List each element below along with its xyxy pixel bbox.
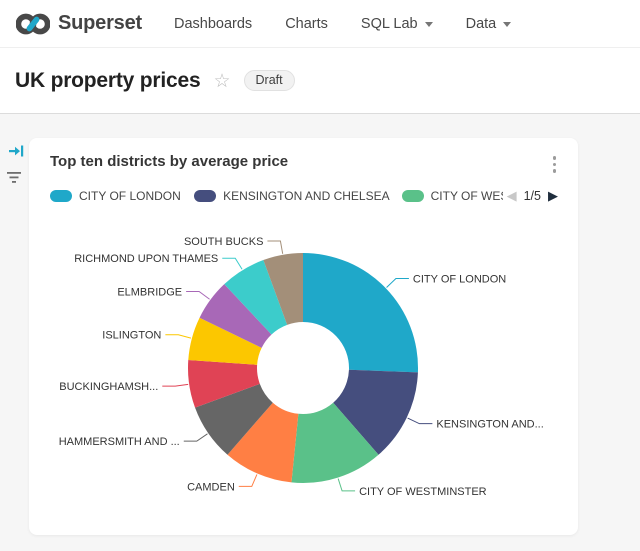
legend-prev-icon[interactable]: ◀ — [506, 188, 517, 203]
label-line-hammersmith-and — [183, 433, 208, 442]
chart-title: Top ten districts by average price — [50, 153, 289, 170]
label-line-south-bucks — [267, 240, 284, 254]
slice-label-buckinghamsh: BUCKINGHAMSH... — [59, 381, 158, 393]
label-line-camden — [238, 474, 258, 487]
favorite-star-icon[interactable]: ☆ — [213, 70, 231, 92]
legend-item-city-of-westminster[interactable]: CITY OF WES — [401, 189, 503, 203]
donut-slice-islington[interactable] — [188, 317, 262, 365]
donut-slice-city-of-westminster[interactable] — [291, 402, 379, 483]
donut-slice-richmond-upon-thames[interactable] — [224, 260, 288, 335]
label-line-city-of-london — [386, 278, 409, 288]
dashboard-title: UK property prices — [15, 68, 201, 92]
legend-item-city-of-london[interactable]: CITY OF LONDON — [50, 189, 181, 203]
label-line-city-of-westminster — [337, 478, 356, 492]
legend-swatch — [194, 189, 217, 202]
chart-card-header: Top ten districts by average price — [29, 138, 578, 176]
expand-filter-bar-icon[interactable] — [8, 144, 24, 158]
donut-chart: CITY OF LONDON KENSINGTON AND... CITY OF W… — [59, 236, 544, 498]
donut-slice-city-of-london[interactable] — [303, 253, 419, 373]
dashboard-title-bar: UK property prices ☆ Draft — [0, 48, 640, 114]
label-line-richmond-upon-thames — [222, 257, 243, 270]
label-line-buckinghamsh — [162, 383, 189, 387]
slice-label-city-of-london: CITY OF LONDON — [413, 274, 506, 286]
label-line-elmbridge — [186, 291, 210, 300]
legend-page-indicator: 1/5 — [523, 188, 541, 203]
main-nav: Dashboards Charts SQL Lab Data — [174, 15, 512, 32]
top-nav: Superset Dashboards Charts SQL Lab Data — [0, 0, 640, 48]
donut-slice-hammersmith-and[interactable] — [195, 383, 273, 455]
nav-sql-lab[interactable]: SQL Lab — [361, 16, 433, 32]
donut-slice-kensington-and[interactable] — [333, 369, 418, 455]
slice-label-elmbridge: ELMBRIDGE — [117, 287, 182, 299]
donut-slice-elmbridge[interactable] — [199, 284, 272, 348]
slice-label-kensington-and: KENSINGTON AND... — [436, 419, 543, 431]
superset-logo[interactable]: Superset — [16, 10, 142, 38]
chevron-down-icon — [424, 22, 433, 27]
superset-infinity-icon — [16, 13, 50, 34]
chart-card: Top ten districts by average price CITY … — [29, 138, 578, 535]
slice-label-islington: ISLINGTON — [102, 330, 161, 342]
slice-label-camden: CAMDEN — [187, 481, 235, 493]
slice-label-city-of-westminster: CITY OF WESTMINSTER — [359, 486, 487, 498]
donut-slice-south-bucks[interactable] — [263, 253, 303, 325]
nav-charts[interactable]: Charts — [285, 15, 328, 32]
legend-pager: ◀ 1/5 ▶ — [507, 189, 558, 203]
label-line-kensington-and — [407, 417, 433, 425]
slice-label-hammersmith-and: HAMMERSMITH AND ... — [59, 436, 180, 448]
legend-swatch — [401, 189, 424, 202]
filter-funnel-icon[interactable] — [6, 171, 22, 184]
nav-data[interactable]: Data — [466, 16, 512, 32]
donut-slice-buckinghamsh[interactable] — [188, 360, 260, 408]
label-line-islington — [165, 334, 192, 339]
chevron-down-icon — [503, 22, 512, 27]
dashboard-body: Top ten districts by average price CITY … — [0, 114, 640, 551]
donut-chart-area: CITY OF LONDON KENSINGTON AND... CITY OF W… — [29, 208, 578, 530]
donut-slice-camden[interactable] — [227, 402, 299, 483]
legend-next-icon[interactable]: ▶ — [548, 188, 558, 203]
legend-item-kensington-and-chelsea[interactable]: KENSINGTON AND CHELSEA — [194, 189, 390, 203]
draft-status-badge: Draft — [243, 70, 295, 91]
chart-options-kebab-icon[interactable] — [551, 153, 559, 176]
legend-swatch — [50, 189, 72, 202]
chart-legend: CITY OF LONDON KENSINGTON AND CHELSEA CI… — [29, 176, 578, 203]
nav-dashboards[interactable]: Dashboards — [174, 15, 253, 32]
filter-rail — [0, 114, 29, 184]
slice-label-south-bucks: SOUTH BUCKS — [184, 236, 263, 248]
brand-name: Superset — [58, 12, 142, 34]
slice-label-richmond-upon-thames: RICHMOND UPON THAMES — [74, 253, 218, 265]
